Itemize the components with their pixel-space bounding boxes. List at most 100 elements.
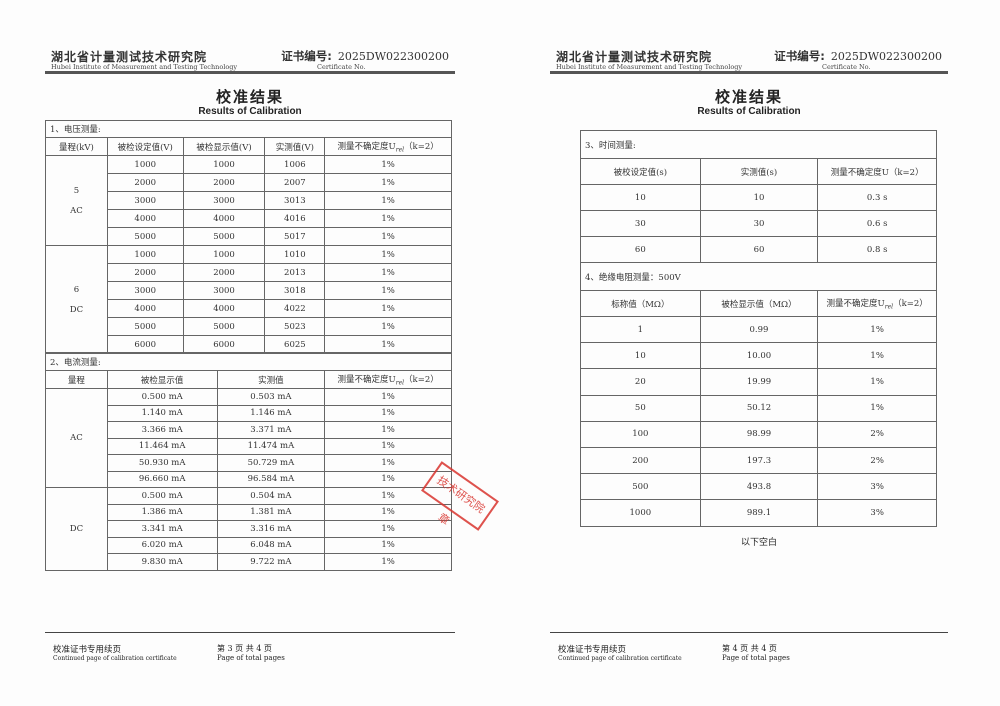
footer-label-en: Continued page of calibration certificat… — [558, 655, 682, 662]
range-cell: AC — [45, 388, 108, 488]
table-cell: 1010 — [264, 245, 326, 264]
table-cell: 1% — [817, 394, 937, 422]
table-cell: 10 — [580, 184, 701, 211]
table-cell: 6.048 mA — [216, 536, 326, 554]
header-cell: 被检设定值(V) — [106, 137, 184, 156]
section-title: 2、电流测量: — [45, 352, 452, 371]
table-cell: 3000 — [106, 191, 184, 210]
table-row: 2000 2000 2013 1% — [46, 263, 452, 282]
current-table: 2、电流测量: 量程 被检显示值 实测值 测量不确定度Urel（k=2） AC 0.500 … — [45, 352, 452, 571]
institute-name: 湖北省计量测试技术研究院 — [51, 50, 208, 64]
table-cell: 1% — [324, 299, 452, 318]
table-cell: 19.99 — [699, 368, 819, 396]
header-rule — [550, 71, 948, 74]
header-cell: 实测值 — [216, 370, 326, 389]
page-number: 第 4 页 共 4 页 — [722, 644, 777, 653]
table-cell: 60 — [580, 236, 701, 263]
table-cell: 493.8 — [699, 473, 819, 501]
table-cell: 11.464 mA — [106, 437, 218, 455]
table-row: 6.020 mA 6.048 mA 1% — [46, 536, 452, 554]
table-cell: 3013 — [264, 191, 326, 210]
table-cell: 1% — [817, 342, 937, 370]
table-cell: 4000 — [182, 299, 266, 318]
table-cell: 1% — [817, 368, 937, 396]
table-cell: 3000 — [182, 191, 266, 210]
table-cell: 2% — [817, 446, 937, 475]
table-cell: 1.381 mA — [216, 503, 326, 521]
footer-rule — [550, 632, 948, 633]
table-cell: 1000 — [182, 245, 266, 264]
table-cell: 4016 — [264, 209, 326, 228]
table-row: 3.366 mA 3.371 mA 1% — [46, 421, 452, 439]
section-row: 4、绝缘电阻测量：500V — [580, 262, 937, 291]
table-cell: 2000 — [106, 263, 184, 282]
table-cell: 3000 — [106, 281, 184, 300]
table-row: 4000 4000 4022 1% — [46, 299, 452, 318]
certificate-number: 证书编号: 2025DW022300200 — [774, 49, 942, 63]
table-cell: 96.660 mA — [106, 470, 218, 488]
table-row: 100 98.99 2% — [580, 420, 937, 448]
header-cell: 量程(kV) — [45, 137, 108, 156]
section-title: 4、绝缘电阻测量：500V — [580, 262, 937, 291]
page-title-en: Results of Calibration — [198, 106, 302, 117]
table-cell: 1% — [324, 263, 452, 282]
table-cell: 3% — [817, 473, 937, 501]
table-cell: 50 — [580, 394, 701, 422]
table-cell: 96.584 mA — [216, 470, 326, 488]
table-cell: 1% — [324, 227, 452, 246]
section-row: 1、电压测量: — [45, 120, 452, 138]
table-row: 4000 4000 4016 1% — [46, 209, 452, 228]
section-title: 3、时间测量: — [580, 130, 937, 159]
range-cell: 5 AC — [45, 155, 108, 246]
table-row: 2000 2000 2007 1% — [46, 173, 452, 192]
page-3: 湖北省计量测试技术研究院 Hubei Institute of Measurem… — [45, 0, 499, 706]
table-row: 3.341 mA 3.316 mA 1% — [46, 520, 452, 538]
header-cell: 被检显示值（MΩ） — [699, 290, 819, 317]
table-cell: 0.99 — [699, 315, 819, 344]
header-row: 量程(kV) 被检设定值(V) 被检显示值(V) 实测值(V) 测量不确定度Urel（k… — [45, 137, 452, 156]
table-cell: 2000 — [182, 173, 266, 192]
table-cell: 4000 — [106, 209, 184, 228]
table-cell: 1% — [324, 335, 452, 354]
institute-name-en: Hubei Institute of Measurement and Testi… — [556, 63, 743, 71]
table-row: 10 10.00 1% — [580, 342, 937, 370]
table-cell: 50.729 mA — [216, 454, 326, 472]
header-cell: 测量不确定度Urel（k=2） — [324, 137, 452, 156]
header-row: 量程 被检显示值 实测值 测量不确定度Urel（k=2） — [45, 370, 452, 389]
table-cell: 1.386 mA — [106, 503, 218, 521]
table-cell: 3% — [817, 499, 937, 527]
page-title: 校准结果 — [714, 88, 783, 106]
table-cell: 2% — [817, 420, 937, 448]
table-row: 11.464 mA 11.474 mA 1% — [46, 437, 452, 455]
table-cell: 0.8 s — [817, 236, 937, 263]
table-cell: 5000 — [106, 317, 184, 336]
table-cell: 6000 — [182, 335, 266, 354]
table-cell: 1% — [324, 404, 452, 422]
table-cell: 1% — [324, 437, 452, 455]
table-row: 30 30 0.6 s — [580, 210, 937, 237]
section-row: 2、电流测量: — [45, 352, 452, 371]
table-row: 500 493.8 3% — [580, 473, 937, 501]
table-cell: 50.930 mA — [106, 454, 218, 472]
table-row: 1 0.99 1% — [580, 315, 937, 344]
page-number: 第 3 页 共 4 页 — [217, 644, 272, 653]
table-cell: 0.500 mA — [106, 487, 218, 505]
footer-label: 校准证书专用续页 — [53, 645, 122, 655]
table-cell: 2000 — [182, 263, 266, 282]
table-cell: 1006 — [264, 155, 326, 174]
table-cell: 4000 — [106, 299, 184, 318]
table-cell: 10 — [699, 184, 819, 211]
header-rule — [45, 71, 455, 74]
table-row: 3000 3000 3013 1% — [46, 191, 452, 210]
header-cell: 被检显示值 — [106, 370, 218, 389]
table-cell: 50.12 — [699, 394, 819, 422]
table-row: 20 19.99 1% — [580, 368, 937, 396]
table-row: DC 0.500 mA 0.504 mA 1% — [45, 487, 452, 571]
header-cell: 实测值(V) — [264, 137, 326, 156]
table-cell: 1% — [324, 388, 452, 406]
table-cell: 1% — [324, 209, 452, 228]
page-title: 校准结果 — [215, 88, 284, 106]
table-cell: 1% — [324, 317, 452, 336]
table-cell: 3018 — [264, 281, 326, 300]
header-row: 标称值（MΩ） 被检显示值（MΩ） 测量不确定度Urel（k=2） — [580, 290, 937, 317]
